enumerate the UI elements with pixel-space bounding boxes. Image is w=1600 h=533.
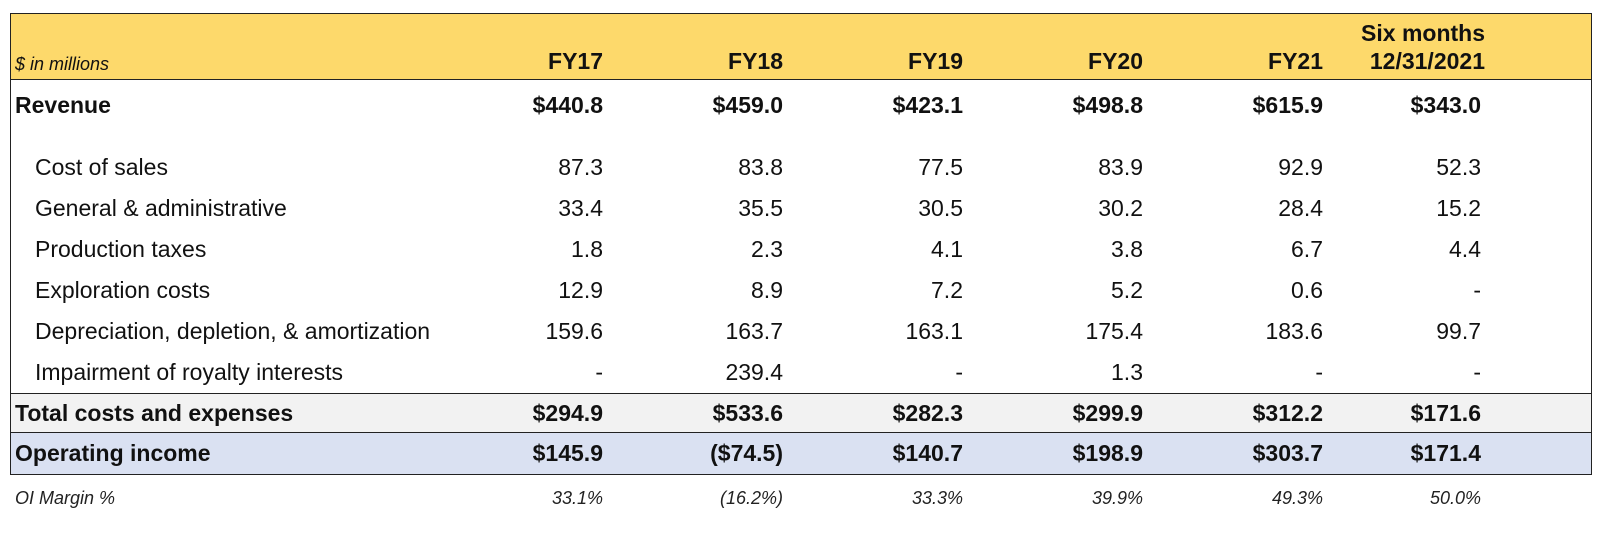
table-row: Cost of sales 87.3 83.8 77.5 83.9 92.9 5… bbox=[11, 147, 1591, 188]
row-value: $171.6 bbox=[1410, 399, 1481, 426]
row-value: ($74.5) bbox=[710, 440, 783, 466]
table-row: Depreciation, depletion, & amortization … bbox=[11, 311, 1591, 352]
unit-label: $ in millions bbox=[15, 54, 110, 74]
row-value: $498.8 bbox=[1072, 92, 1143, 118]
row-value: 30.5 bbox=[918, 195, 963, 221]
row-value: 33.1% bbox=[551, 487, 603, 508]
row-value: - bbox=[1473, 359, 1481, 385]
row-value: 77.5 bbox=[918, 154, 963, 180]
table-row: Impairment of royalty interests - 239.4 … bbox=[11, 352, 1591, 393]
row-value: - bbox=[955, 359, 963, 385]
row-value: 12.9 bbox=[558, 277, 603, 303]
operating-income-row: Operating income $145.9 ($74.5) $140.7 $… bbox=[11, 433, 1591, 474]
row-value: $145.9 bbox=[532, 440, 603, 466]
row-value: 163.1 bbox=[905, 318, 963, 344]
row-label: Production taxes bbox=[35, 236, 207, 262]
row-value: 4.4 bbox=[1449, 236, 1481, 262]
row-value: - bbox=[1315, 359, 1323, 385]
table-header-row: $ in millions FY17 FY18 FY19 FY20 FY21 S… bbox=[11, 14, 1591, 80]
oi-margin-row: OI Margin % 33.1% (16.2%) 33.3% 39.9% 49… bbox=[11, 480, 1591, 516]
row-value: 183.6 bbox=[1265, 318, 1323, 344]
row-value: 49.3% bbox=[1271, 487, 1323, 508]
row-label: Total costs and expenses bbox=[15, 399, 294, 426]
row-value: 8.9 bbox=[751, 277, 783, 303]
row-value: 28.4 bbox=[1278, 195, 1323, 221]
column-header: FY21 bbox=[1268, 48, 1323, 74]
row-label: General & administrative bbox=[35, 195, 287, 221]
row-label: OI Margin % bbox=[15, 487, 116, 508]
row-label: Revenue bbox=[15, 92, 111, 118]
row-value: 83.9 bbox=[1098, 154, 1143, 180]
row-value: $343.0 bbox=[1410, 92, 1481, 118]
row-value: 5.2 bbox=[1111, 277, 1143, 303]
row-value: $423.1 bbox=[892, 92, 963, 118]
row-label: Cost of sales bbox=[35, 154, 168, 180]
table-row: Production taxes 1.8 2.3 4.1 3.8 6.7 4.4 bbox=[11, 229, 1591, 270]
row-value: 6.7 bbox=[1291, 236, 1323, 262]
column-header-six-months: Six months 12/31/2021 bbox=[1331, 19, 1491, 75]
row-value: 83.8 bbox=[738, 154, 783, 180]
row-value: 7.2 bbox=[931, 277, 963, 303]
row-value: 50.0% bbox=[1429, 487, 1481, 508]
row-value: $440.8 bbox=[532, 92, 603, 118]
row-value: $615.9 bbox=[1252, 92, 1323, 118]
row-value: - bbox=[1473, 277, 1481, 303]
row-value: 175.4 bbox=[1085, 318, 1143, 344]
row-value: $171.4 bbox=[1410, 440, 1481, 466]
row-value: $282.3 bbox=[892, 399, 963, 426]
row-label: Impairment of royalty interests bbox=[35, 359, 344, 385]
row-value: 52.3 bbox=[1436, 154, 1481, 180]
revenue-row: Revenue $440.8 $459.0 $423.1 $498.8 $615… bbox=[11, 80, 1591, 131]
row-value: 4.1 bbox=[931, 236, 963, 262]
row-value: (16.2%) bbox=[719, 487, 783, 508]
row-value: 2.3 bbox=[751, 236, 783, 262]
row-value: 1.3 bbox=[1111, 359, 1143, 385]
row-value: 99.7 bbox=[1436, 318, 1481, 344]
income-statement-table: $ in millions FY17 FY18 FY19 FY20 FY21 S… bbox=[10, 13, 1592, 475]
row-value: $299.9 bbox=[1072, 399, 1143, 426]
row-value: $533.6 bbox=[712, 399, 783, 426]
row-value: $312.2 bbox=[1252, 399, 1323, 426]
row-value: 35.5 bbox=[738, 195, 783, 221]
table-row: General & administrative 33.4 35.5 30.5 … bbox=[11, 188, 1591, 229]
column-header: FY17 bbox=[548, 48, 603, 74]
row-value: 87.3 bbox=[558, 154, 603, 180]
row-value: 3.8 bbox=[1111, 236, 1143, 262]
row-value: 163.7 bbox=[725, 318, 783, 344]
column-header: FY18 bbox=[728, 48, 783, 74]
row-value: 159.6 bbox=[545, 318, 603, 344]
row-value: 39.9% bbox=[1091, 487, 1143, 508]
spacer-row bbox=[11, 131, 1591, 147]
row-value: $198.9 bbox=[1072, 440, 1143, 466]
row-value: - bbox=[595, 359, 603, 385]
table-row: Exploration costs 12.9 8.9 7.2 5.2 0.6 - bbox=[11, 270, 1591, 311]
row-value: 15.2 bbox=[1436, 195, 1481, 221]
column-header-line-2: 12/31/2021 bbox=[1369, 48, 1485, 74]
row-value: $459.0 bbox=[712, 92, 783, 118]
row-label: Operating income bbox=[15, 440, 211, 466]
column-header: FY19 bbox=[908, 48, 963, 74]
column-header: FY20 bbox=[1088, 48, 1143, 74]
row-value: 30.2 bbox=[1098, 195, 1143, 221]
total-costs-row: Total costs and expenses $294.9 $533.6 $… bbox=[11, 393, 1591, 433]
row-value: 33.4 bbox=[558, 195, 603, 221]
row-value: 0.6 bbox=[1291, 277, 1323, 303]
row-label: Depreciation, depletion, & amortization bbox=[35, 318, 431, 344]
row-value: 92.9 bbox=[1278, 154, 1323, 180]
column-header-line-1: Six months bbox=[1361, 20, 1485, 46]
row-value: 1.8 bbox=[571, 236, 603, 262]
row-value: $303.7 bbox=[1252, 440, 1323, 466]
row-value: 239.4 bbox=[725, 359, 783, 385]
row-label: Exploration costs bbox=[35, 277, 211, 303]
row-value: $140.7 bbox=[892, 440, 963, 466]
row-value: 33.3% bbox=[911, 487, 963, 508]
row-value: $294.9 bbox=[532, 399, 603, 426]
